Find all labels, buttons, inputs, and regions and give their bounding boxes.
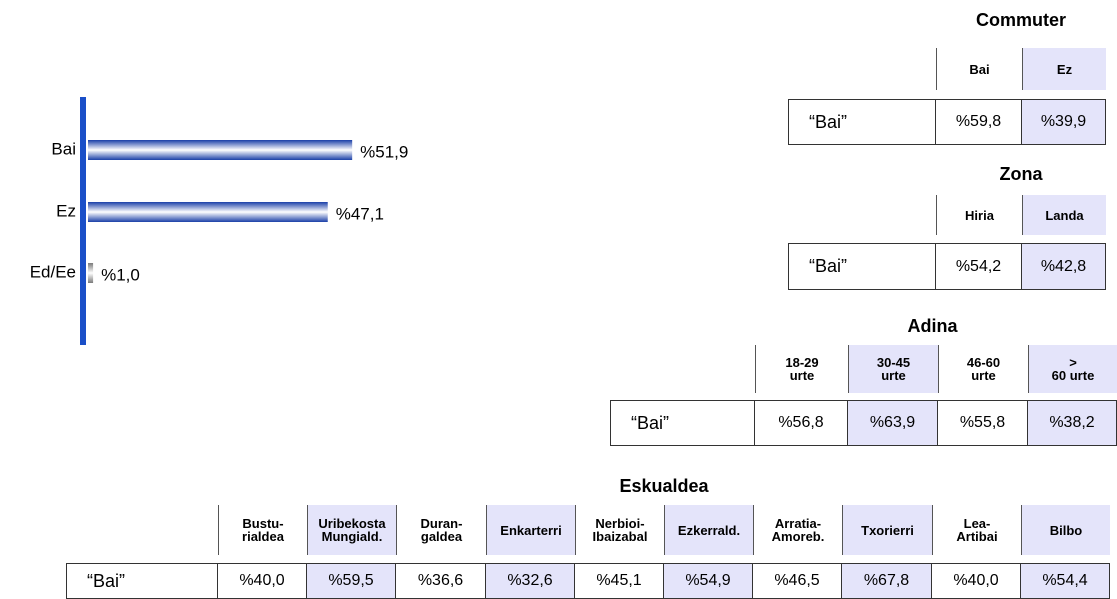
table-cell: %54,9 (663, 563, 753, 599)
axis-line (80, 97, 86, 345)
table-cell: %32,6 (485, 563, 575, 599)
table-cell: %45,1 (574, 563, 664, 599)
column-header: Arratia- Amoreb. (753, 505, 842, 555)
table-cell: %67,8 (841, 563, 932, 599)
column-header: Ez (1022, 48, 1106, 90)
bar (88, 202, 328, 222)
column-header: Lea- Artibai (932, 505, 1021, 555)
row-label: “Bai” (788, 243, 936, 290)
table-cell: %54,2 (935, 243, 1022, 290)
table-title: Zona (999, 164, 1043, 184)
table-cell: %59,8 (935, 99, 1022, 145)
column-header: Landa (1022, 195, 1106, 235)
table-cell: %40,0 (217, 563, 307, 599)
column-header: 18-29 urte (755, 345, 848, 393)
value-label: %1,0 (101, 265, 140, 284)
table-cell: %39,9 (1021, 99, 1106, 145)
value-label: %47,1 (336, 204, 384, 223)
column-header: 30-45 urte (848, 345, 938, 393)
bar (88, 263, 94, 283)
table-cell: %46,5 (752, 563, 842, 599)
chart: Bai %51,9 Ez %47,1 Ed/Ee %1,0 (30, 97, 408, 345)
column-header: Nerbioi- Ibaizabal (575, 505, 664, 555)
table-cell: %36,6 (395, 563, 486, 599)
table-cell: %54,4 (1020, 563, 1110, 599)
column-header: Duran- galdea (396, 505, 486, 555)
category-label: Ed/Ee (30, 262, 76, 281)
column-header: Hiria (936, 195, 1022, 235)
column-header: Enkarterri (486, 505, 575, 555)
table-title: Eskualdea (619, 476, 709, 496)
value-label: %51,9 (360, 142, 408, 161)
table-cell: %56,8 (754, 400, 848, 446)
column-header: > 60 urte (1028, 345, 1117, 393)
table-cell: %63,9 (847, 400, 938, 446)
table-title: Commuter (975, 10, 1066, 30)
category-label: Bai (51, 139, 76, 158)
table-cell: %38,2 (1027, 400, 1117, 446)
column-header: Txorierri (842, 505, 932, 555)
bar (88, 140, 353, 160)
row-label: “Bai” (66, 563, 218, 599)
table-title: Adina (907, 316, 958, 336)
category-label: Ez (56, 201, 76, 220)
column-header: 46-60 urte (938, 345, 1028, 393)
column-header: Uribekosta Mungiald. (307, 505, 396, 555)
row-label: “Bai” (788, 99, 936, 145)
table-cell: %40,0 (931, 563, 1021, 599)
column-header: Ezkerrald. (664, 505, 753, 555)
table-cell: %42,8 (1021, 243, 1106, 290)
table-cell: %59,5 (306, 563, 396, 599)
table-cell: %55,8 (937, 400, 1028, 446)
column-header: Bai (936, 48, 1022, 90)
column-header: Bilbo (1021, 505, 1110, 555)
column-header: Bustu- rialdea (218, 505, 307, 555)
row-label: “Bai” (610, 400, 755, 446)
